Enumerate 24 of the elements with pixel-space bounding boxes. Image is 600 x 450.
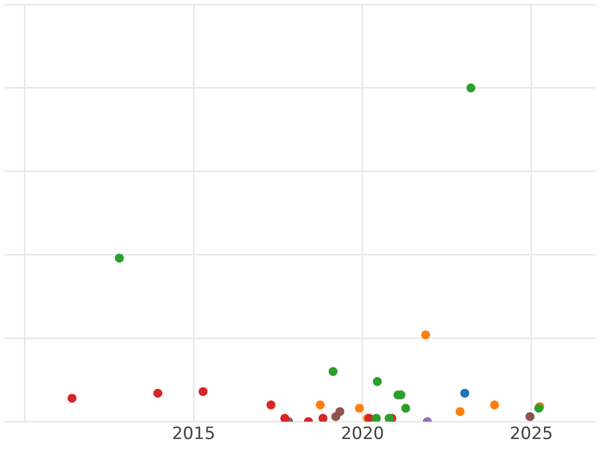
point xyxy=(372,377,382,386)
point xyxy=(280,414,290,422)
x-tick-label: 2025 xyxy=(510,424,553,444)
point xyxy=(266,400,276,410)
point xyxy=(153,388,162,398)
point xyxy=(372,414,381,422)
point xyxy=(354,404,364,413)
x-tick-label: 2020 xyxy=(340,424,384,444)
point xyxy=(401,404,410,413)
point xyxy=(316,400,325,410)
point xyxy=(198,387,208,396)
point xyxy=(460,388,470,398)
point xyxy=(384,414,394,422)
point xyxy=(456,407,465,416)
point xyxy=(318,414,328,422)
point xyxy=(114,254,124,263)
point xyxy=(466,83,476,92)
x-tick-label: 2015 xyxy=(172,424,216,444)
point xyxy=(68,394,77,403)
point xyxy=(490,400,500,410)
point xyxy=(335,407,344,416)
point xyxy=(328,367,338,376)
point xyxy=(525,412,534,422)
point xyxy=(421,330,430,340)
